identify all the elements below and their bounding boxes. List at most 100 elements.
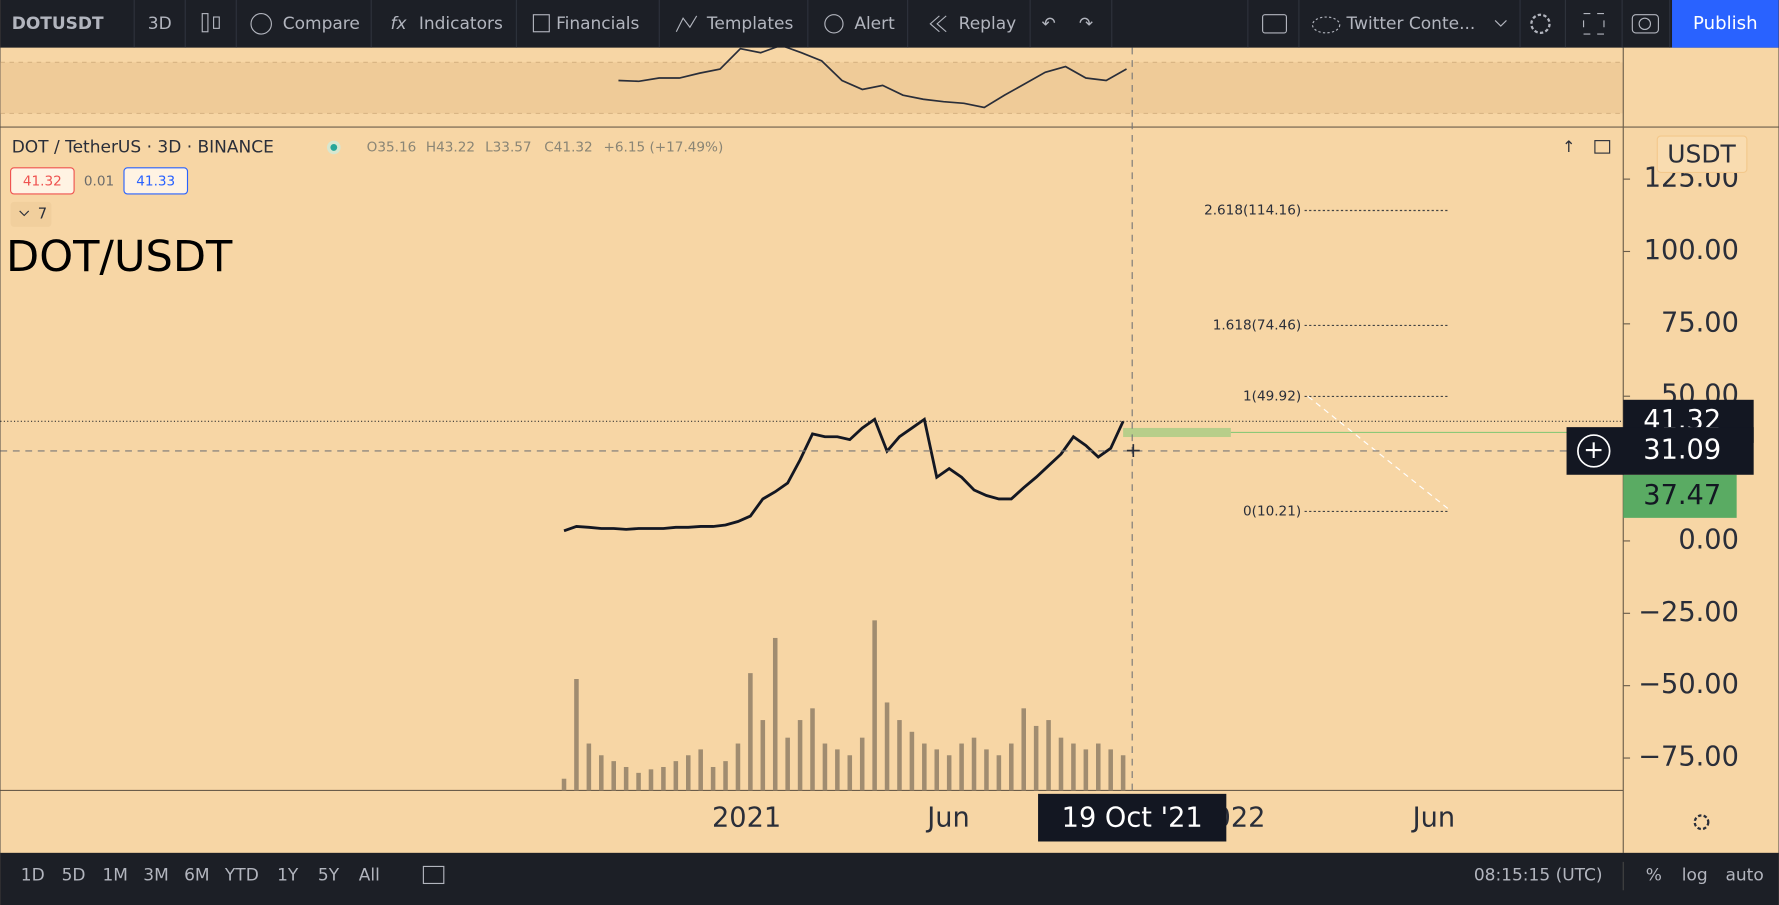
volume-bar bbox=[785, 737, 790, 791]
add-plus: + bbox=[1583, 435, 1604, 464]
volume-bar bbox=[623, 766, 629, 791]
bottom-bar bbox=[0, 852, 1779, 905]
bid-box[interactable] bbox=[10, 167, 75, 195]
chevron bbox=[19, 210, 30, 217]
y-tick-label: 75.00 bbox=[1661, 307, 1739, 338]
cursor: + bbox=[1125, 438, 1142, 462]
currency: USDT bbox=[1667, 139, 1736, 168]
toolbar-item[interactable]: Alert bbox=[854, 14, 895, 34]
alert-icon bbox=[824, 14, 844, 34]
scroll-up[interactable]: ↑ bbox=[1562, 137, 1575, 156]
volume-bar bbox=[760, 720, 766, 791]
axis-settings[interactable] bbox=[1693, 814, 1710, 831]
toolbar-item[interactable]: Indicators bbox=[419, 14, 503, 34]
watermark: DOT/USDT bbox=[6, 232, 233, 282]
range-button[interactable]: 1Y bbox=[277, 866, 299, 886]
legend-title: DOT / TetherUS · 3D · BINANCE bbox=[12, 137, 274, 157]
range-button[interactable]: 5D bbox=[62, 866, 86, 886]
range-button[interactable]: 3M bbox=[143, 866, 168, 886]
toolbar-item[interactable]: Compare bbox=[283, 14, 360, 34]
dropdown[interactable] bbox=[1494, 20, 1507, 27]
date-range-icon[interactable] bbox=[422, 865, 445, 885]
range-button[interactable]: All bbox=[359, 866, 380, 886]
toolbar-item[interactable]: Financials bbox=[556, 14, 639, 34]
spread: 0.01 bbox=[84, 173, 114, 189]
range-button[interactable]: YTD bbox=[224, 866, 259, 886]
volume-bar bbox=[810, 708, 815, 791]
undo[interactable]: ↶ bbox=[1041, 14, 1055, 34]
compare-icon bbox=[250, 13, 272, 35]
volume-bar bbox=[984, 749, 989, 791]
volume-bar bbox=[710, 766, 716, 791]
scale-option[interactable]: auto bbox=[1725, 866, 1763, 886]
status-dot bbox=[330, 144, 338, 151]
publish-button[interactable] bbox=[1672, 0, 1779, 48]
volume-bar bbox=[822, 743, 828, 791]
fib-label: 1.618(74.46) bbox=[1213, 317, 1301, 333]
x-tick-label: Jun bbox=[1411, 802, 1456, 833]
volume-bar bbox=[1009, 743, 1014, 791]
volume-bar bbox=[772, 637, 778, 791]
volume-bar bbox=[1033, 725, 1039, 791]
fullscreen[interactable] bbox=[1582, 13, 1605, 35]
x-tick-label: 2021 bbox=[712, 802, 781, 833]
range-button[interactable]: 5Y bbox=[318, 866, 340, 886]
volume-bar bbox=[599, 755, 604, 791]
indicator-band bbox=[0, 62, 1624, 114]
maximize[interactable] bbox=[1594, 140, 1611, 154]
volume-bar bbox=[561, 778, 567, 791]
volume-bar bbox=[1046, 720, 1051, 791]
volume-bar bbox=[959, 743, 964, 791]
symbol[interactable]: DOTUSDT bbox=[12, 14, 104, 34]
snapshot-lens bbox=[1638, 17, 1652, 31]
candle-icon[interactable] bbox=[201, 13, 209, 33]
scale-option[interactable]: % bbox=[1646, 866, 1662, 886]
candle-icon bbox=[213, 16, 220, 29]
indicator-line bbox=[618, 44, 1127, 109]
replay-icon bbox=[929, 15, 940, 33]
publish-label[interactable]: Publish bbox=[1693, 13, 1758, 34]
fib-label: 2.618(114.16) bbox=[1204, 202, 1301, 218]
redo[interactable]: ↷ bbox=[1079, 14, 1093, 34]
volume-bar bbox=[636, 772, 641, 791]
volume-bar bbox=[835, 749, 840, 791]
toolbar-items: DOTUSDT 3D fx ↶ ↷ Twitter Conte... Publi… bbox=[12, 0, 1779, 48]
range-button[interactable]: 1D bbox=[21, 866, 45, 886]
ohlc-value: +6.15 (+17.49%) bbox=[603, 139, 723, 155]
y-tick-label: −50.00 bbox=[1638, 669, 1739, 700]
layout-name[interactable]: Twitter Conte... bbox=[1346, 14, 1476, 34]
fib-label: 1(49.92) bbox=[1243, 388, 1301, 404]
date-tag bbox=[1038, 793, 1227, 842]
volume-bar bbox=[996, 755, 1002, 791]
indicators-toggle[interactable] bbox=[10, 201, 52, 227]
volume-bar bbox=[971, 737, 977, 791]
layout-icon[interactable] bbox=[1262, 14, 1287, 34]
volume-bar bbox=[897, 720, 902, 791]
volume-bar bbox=[685, 755, 691, 791]
snapshot[interactable] bbox=[1631, 14, 1659, 34]
y-tick-label: −25.00 bbox=[1638, 597, 1739, 628]
volume-bar bbox=[1096, 743, 1101, 791]
scale-option[interactable]: log bbox=[1682, 866, 1708, 886]
volume-bar bbox=[574, 679, 579, 791]
interval[interactable]: 3D bbox=[148, 14, 172, 34]
volume-bar bbox=[1021, 708, 1026, 791]
volume-bar bbox=[661, 766, 666, 791]
settings[interactable] bbox=[1530, 13, 1551, 35]
volume-bar bbox=[723, 761, 728, 791]
range-button[interactable]: 6M bbox=[184, 866, 209, 886]
ask-box[interactable] bbox=[123, 167, 189, 195]
ohlc-value: O35.16 bbox=[367, 139, 417, 155]
toolbar-item[interactable]: Templates bbox=[706, 14, 794, 34]
fib-label: 0(10.21) bbox=[1243, 503, 1301, 519]
volume-bar bbox=[648, 769, 654, 791]
templates-icon bbox=[675, 15, 698, 33]
range-button[interactable]: 1M bbox=[102, 866, 127, 886]
volume-bar bbox=[922, 743, 927, 791]
add-button[interactable] bbox=[1577, 434, 1611, 468]
volume-bar bbox=[1108, 749, 1113, 791]
volume-bar bbox=[909, 731, 915, 791]
toolbar-item[interactable]: Replay bbox=[959, 14, 1017, 34]
